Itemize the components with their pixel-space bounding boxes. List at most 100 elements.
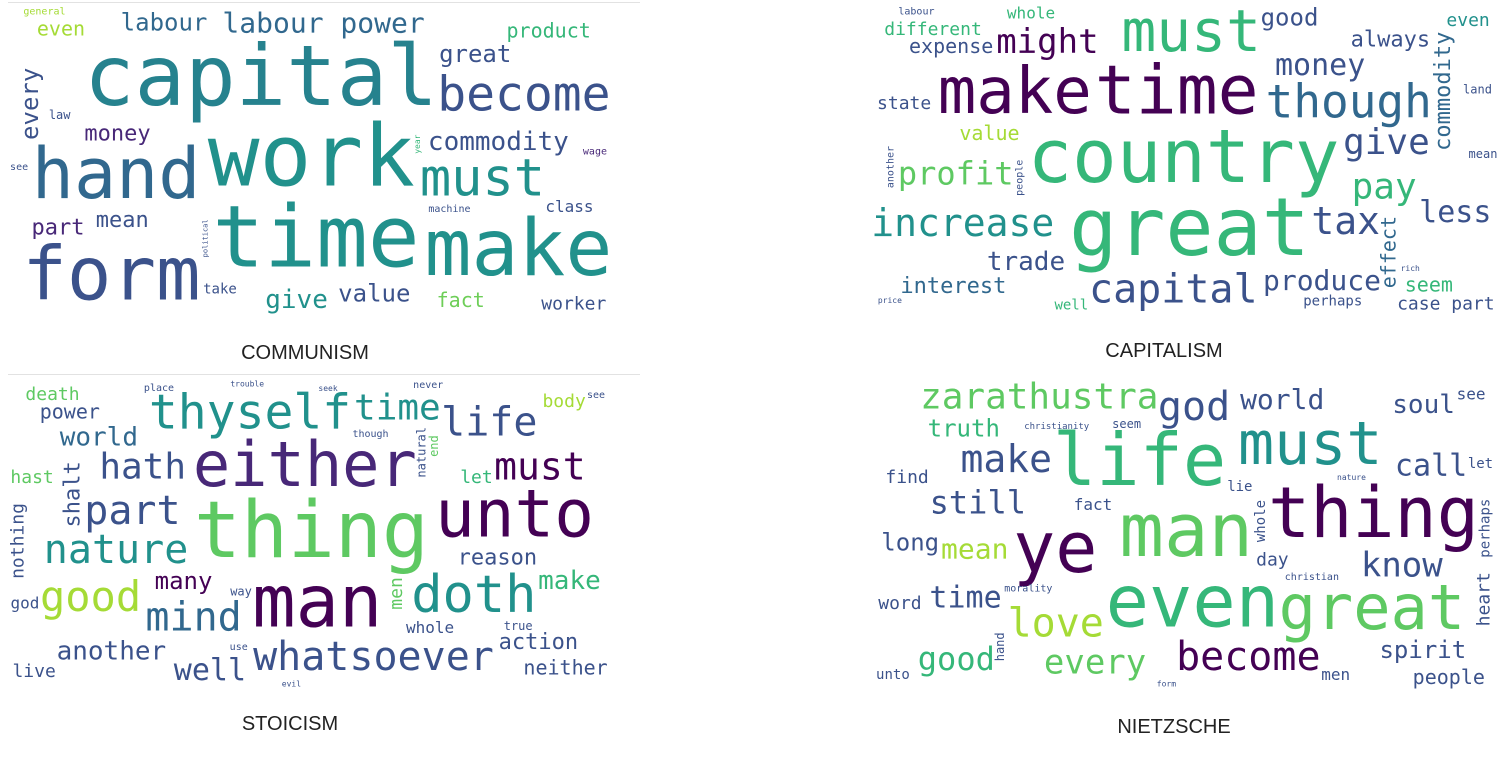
word-expense: expense — [909, 34, 993, 58]
word-money: money — [84, 122, 150, 147]
word-whole: whole — [1253, 500, 1269, 542]
word-time: time — [1095, 52, 1259, 131]
word-become: become — [437, 66, 610, 122]
word-ye: ye — [1013, 507, 1097, 589]
word-capital: capital — [1089, 267, 1258, 313]
word-part: part — [32, 215, 85, 240]
word-effect: effect — [1376, 216, 1400, 288]
caption-stoicism: STOICISM — [241, 713, 339, 735]
word-call: call — [1395, 449, 1467, 484]
word-perhaps: perhaps — [1478, 499, 1494, 558]
word-god: god — [1158, 384, 1230, 430]
word-commodity: commodity — [428, 127, 569, 157]
word-zarathustra: zarathustra — [920, 378, 1158, 417]
word-know: know — [1361, 545, 1443, 585]
wordcloud-communism: work time capital hand make form must become com… — [8, 4, 614, 316]
caption-communism: COMMUNISM — [241, 342, 369, 364]
word-power: power — [40, 399, 100, 423]
word-live: live — [12, 661, 55, 682]
word-mean: mean — [941, 533, 1008, 566]
word-machine: machine — [428, 204, 470, 215]
word-form: form — [22, 231, 200, 316]
word-thing: thing — [1268, 472, 1479, 554]
word-different: different — [884, 19, 982, 40]
word-political: political — [202, 219, 210, 257]
word-either: either — [193, 428, 417, 501]
word-produce: produce — [1263, 264, 1381, 297]
word-another: another — [57, 636, 167, 666]
word-unto: unto — [435, 476, 594, 553]
word-lie: lie — [1227, 479, 1252, 495]
word-nothing: nothing — [8, 503, 29, 579]
word-people: people — [1413, 665, 1485, 689]
word-see: see — [1457, 385, 1486, 404]
word-form: form — [1157, 680, 1176, 689]
word-see: see — [10, 162, 28, 173]
word-mean: mean — [1469, 147, 1498, 161]
word-men: men — [1321, 665, 1350, 684]
wordcloud-capitalism: country great time make must though capital inc… — [866, 4, 1500, 316]
word-give: give — [1343, 122, 1430, 163]
word-case-part: case part — [1397, 293, 1495, 314]
word-capital: capital — [84, 27, 438, 125]
word-hath: hath — [99, 447, 186, 488]
word-value: value — [959, 121, 1019, 145]
word-make: make — [425, 204, 613, 294]
word-seem: seem — [1112, 417, 1141, 431]
word-must: must — [420, 148, 545, 208]
word-great: great — [1069, 181, 1310, 274]
word-even: even — [1446, 10, 1489, 31]
word-body: body — [542, 391, 586, 412]
word-good: good — [40, 572, 141, 621]
word-make: make — [960, 437, 1052, 481]
word-give: give — [265, 285, 328, 315]
word-see: see — [587, 390, 605, 401]
word-fact: fact — [1074, 495, 1113, 514]
word-man: man — [252, 560, 382, 644]
word-men: men — [386, 577, 407, 610]
word-true: true — [504, 619, 533, 633]
word-life: life — [1053, 418, 1226, 502]
word-time: time — [354, 387, 441, 428]
word-rich: rich — [1401, 264, 1420, 273]
word-world: world — [1240, 383, 1324, 416]
word-must: must — [1121, 4, 1261, 65]
word-become: become — [1176, 634, 1321, 680]
word-profit: profit — [898, 155, 1014, 193]
word-long: long — [881, 529, 939, 557]
word-end: end — [427, 435, 441, 457]
word-thyself: thyself — [149, 385, 351, 441]
word-money: money — [1275, 48, 1365, 83]
word-another: another — [886, 146, 897, 188]
word-though: though — [1266, 74, 1432, 128]
word-even: even — [1106, 560, 1279, 644]
word-doth: doth — [411, 565, 536, 625]
word-life: life — [441, 399, 537, 445]
word-place: place — [144, 383, 174, 394]
word-spirit: spirit — [1379, 636, 1466, 664]
word-unto: unto — [876, 667, 910, 683]
word-love: love — [1008, 601, 1104, 647]
word-let: let — [460, 467, 493, 488]
word-wage: wage — [583, 147, 607, 158]
word-nature: nature — [1337, 473, 1366, 482]
word-people: people — [1015, 160, 1026, 196]
word-part: part — [84, 488, 180, 534]
word-land: land — [1463, 82, 1492, 96]
word-reason: reason — [458, 545, 537, 570]
word-man: man — [1119, 488, 1253, 574]
word-general: general — [23, 6, 65, 17]
word-heart: heart — [1474, 572, 1495, 626]
word-many: many — [155, 567, 213, 595]
word-death: death — [25, 384, 79, 405]
word-increase: increase — [871, 201, 1054, 245]
word-hand: hand — [32, 133, 201, 215]
word-natural: natural — [414, 427, 428, 478]
word-find: find — [885, 467, 928, 488]
word-well: well — [174, 653, 246, 688]
word-truth: truth — [928, 415, 1000, 443]
word-commodity: commodity — [1431, 32, 1456, 151]
